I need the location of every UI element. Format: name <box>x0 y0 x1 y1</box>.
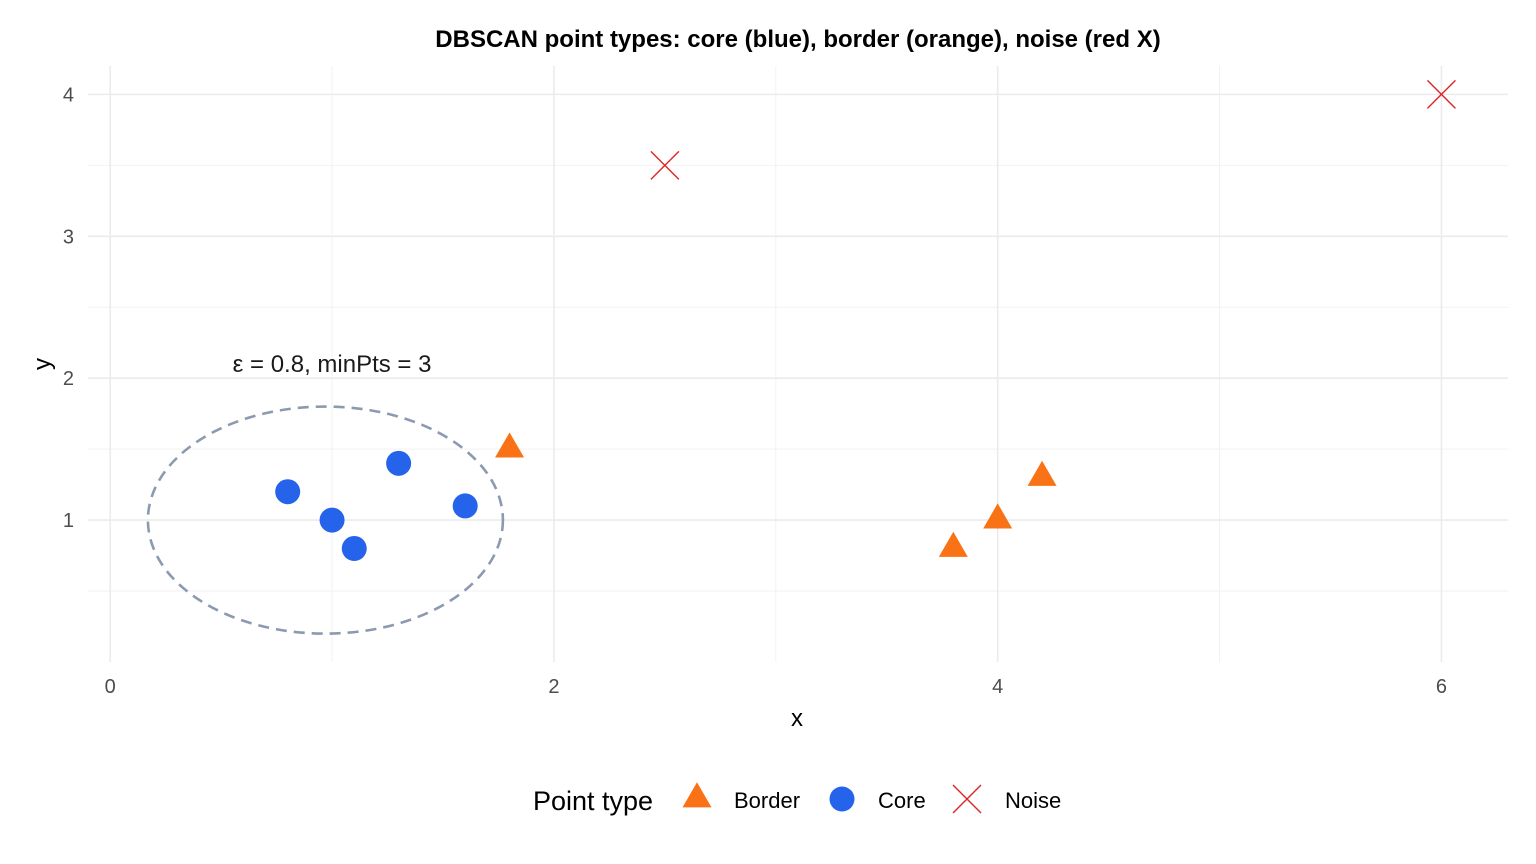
x-tick-label: 4 <box>992 676 1003 698</box>
epsilon-minpts-annotation: ε = 0.8, minPts = 3 <box>233 351 432 378</box>
core-point <box>452 493 478 519</box>
x-tick-label: 6 <box>1436 676 1447 698</box>
legend-key-border <box>682 782 712 808</box>
core-point <box>319 507 345 533</box>
legend-label-noise: Noise <box>1005 788 1061 813</box>
legend-label-border: Border <box>734 788 800 813</box>
y-tick-label: 1 <box>63 510 74 532</box>
noise-point <box>1426 79 1456 109</box>
data-points <box>275 79 1456 561</box>
core-point <box>386 450 412 476</box>
x-tick-label: 2 <box>548 676 559 698</box>
border-point <box>983 503 1013 529</box>
x-axis-title: x <box>791 705 803 732</box>
y-tick-label: 4 <box>63 84 74 106</box>
x-tick-label: 0 <box>105 676 116 698</box>
epsilon-circle <box>146 405 505 635</box>
noise-point <box>650 150 680 180</box>
y-tick-label: 2 <box>63 368 74 390</box>
legend-key-noise <box>952 784 982 814</box>
legend-label-core: Core <box>878 788 926 813</box>
legend-key-core <box>829 786 855 812</box>
border-point <box>495 432 525 458</box>
y-axis-title: y <box>29 358 56 370</box>
chart-title: DBSCAN point types: core (blue), border … <box>435 26 1160 53</box>
core-point <box>275 479 301 505</box>
border-point <box>938 531 968 557</box>
legend: Point type Border Core Noise <box>533 782 1061 816</box>
axis-tick-labels: 0 2 4 6 1 2 3 4 <box>63 84 1447 698</box>
legend-title: Point type <box>533 786 653 816</box>
epsilon-neighborhood <box>146 405 505 635</box>
core-point <box>341 535 367 561</box>
border-point <box>1027 460 1057 486</box>
y-tick-label: 3 <box>63 226 74 248</box>
annotations: ε = 0.8, minPts = 3 <box>233 351 432 378</box>
